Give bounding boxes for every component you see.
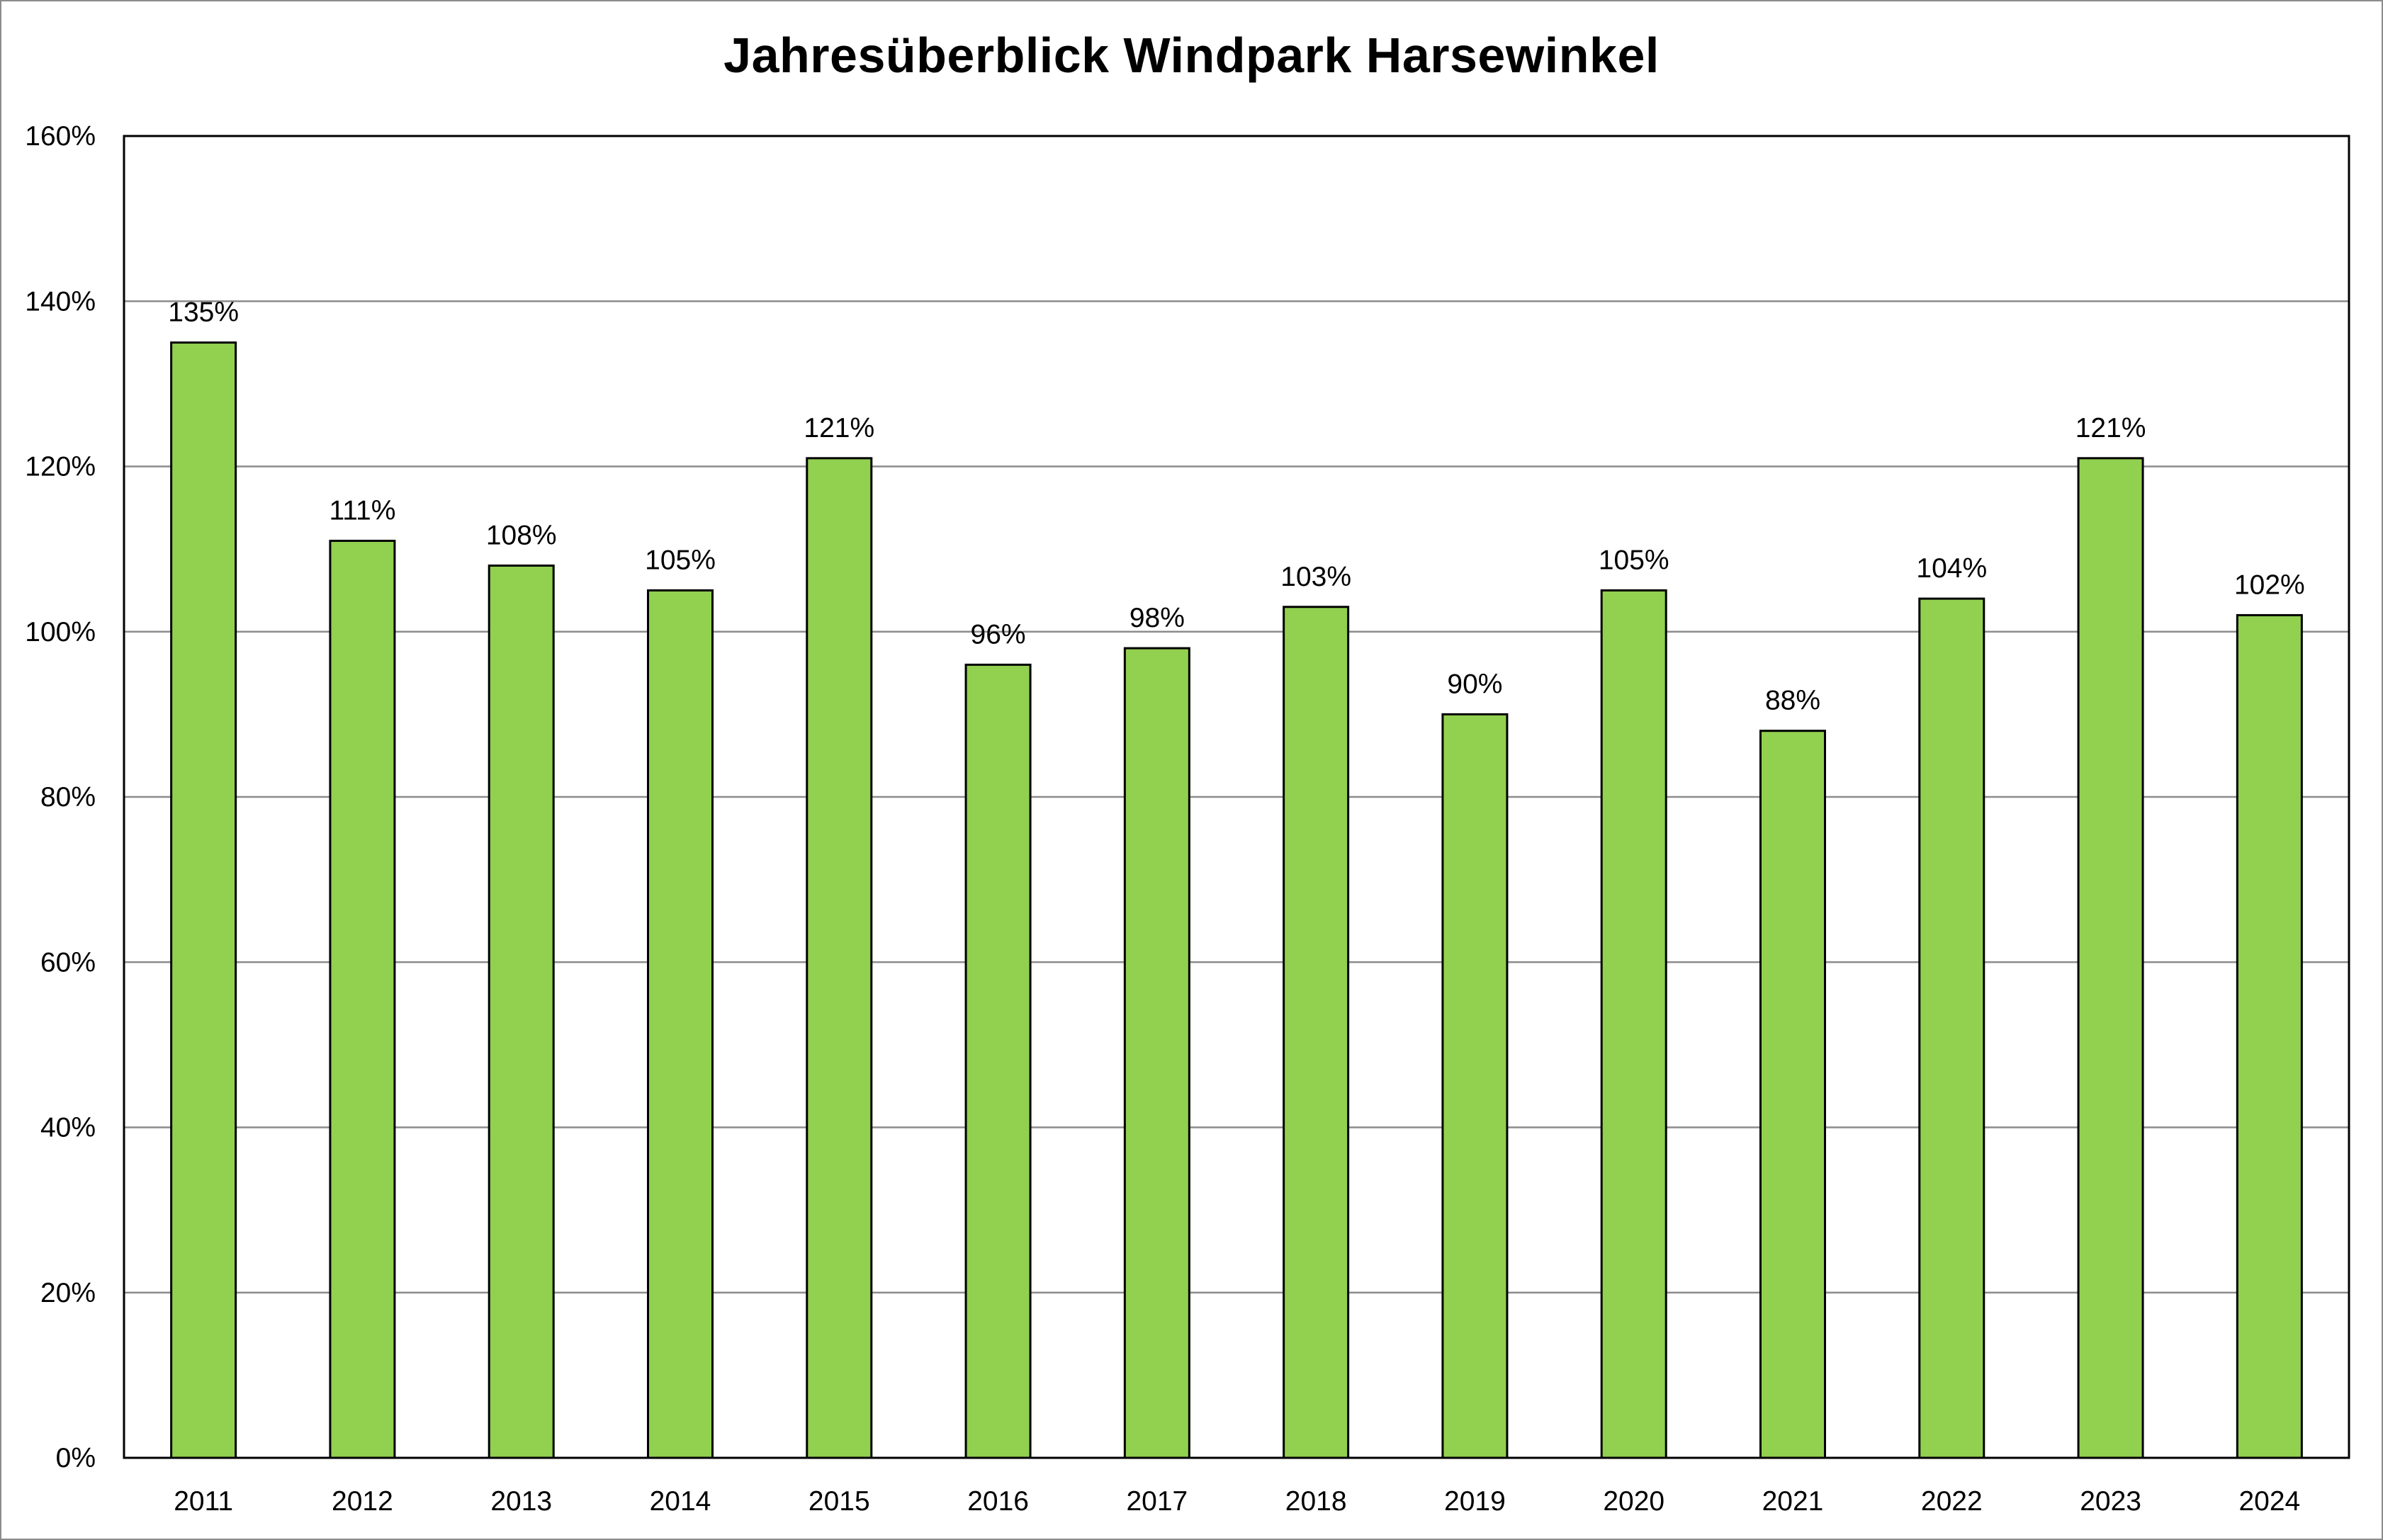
bar-2016 [964,663,1032,1459]
x-tick-label: 2024 [2238,1486,2300,1517]
x-tick-label: 2014 [650,1486,711,1517]
y-tick-label: 120% [25,452,96,482]
bar-2020 [1600,589,1667,1459]
y-tick-label: 80% [40,782,96,813]
bar-2012 [329,539,396,1459]
y-tick-label: 20% [40,1278,96,1308]
bar-2024 [2236,613,2303,1459]
data-label: 105% [645,545,716,575]
chart-title: Jahresüberblick Windpark Harsewinkel [723,28,1660,83]
data-label: 96% [971,619,1026,650]
data-label: 121% [2075,413,2146,443]
y-tick-label: 0% [56,1443,96,1473]
data-label: 121% [804,413,874,443]
x-tick-label: 2016 [967,1486,1029,1517]
gridlines [124,300,2349,1293]
x-tick-label: 2011 [174,1486,233,1517]
bar-2019 [1441,713,1509,1459]
bar-2018 [1283,606,1350,1459]
y-tick-label: 40% [40,1113,96,1143]
x-tick-label: 2012 [332,1486,393,1517]
data-label: 105% [1599,545,1669,575]
y-tick-label: 100% [25,617,96,647]
y-tick-label: 60% [40,947,96,978]
data-label: 90% [1447,669,1502,699]
bar-2017 [1123,647,1190,1459]
x-tick-label: 2013 [490,1486,552,1517]
x-tick-label: 2018 [1285,1486,1347,1517]
bar-2021 [1759,730,1826,1459]
bar-2011 [170,341,237,1459]
x-tick-label: 2022 [1921,1486,1983,1517]
data-label: 88% [1765,686,1820,716]
x-tick-label: 2020 [1603,1486,1664,1517]
plot-area-border [123,135,2350,1459]
data-label: 135% [168,298,239,328]
x-tick-label: 2019 [1444,1486,1506,1517]
data-label: 102% [2234,570,2305,600]
x-tick-label: 2021 [1762,1486,1824,1517]
x-tick-label: 2023 [2080,1486,2141,1517]
bars [170,341,2303,1459]
data-label: 111% [329,495,395,526]
bar-2022 [1918,597,1985,1459]
y-tick-label: 140% [25,286,96,317]
data-label: 108% [486,520,557,550]
data-label: 98% [1129,603,1185,633]
data-label: 104% [1916,553,1987,584]
x-tick-label: 2017 [1126,1486,1188,1517]
x-tick-label: 2015 [809,1486,870,1517]
bar-2015 [806,457,873,1459]
data-labels: 135% 111% 108% 105% 121% 96% 98% 103% 90% 105% 88%… [168,298,2304,716]
bar-2023 [2077,457,2144,1459]
x-axis-tick-labels: 2011 2012 2013 2014 2015 2016 2017 2018 2019 2020… [174,1486,2300,1517]
bar-2013 [488,564,555,1459]
bar-2014 [647,589,714,1459]
data-label: 103% [1280,562,1351,592]
y-axis-tick-labels: 0% 20% 40% 60% 80% 100% 120% 140% 160% [25,121,96,1473]
y-tick-label: 160% [25,121,96,152]
